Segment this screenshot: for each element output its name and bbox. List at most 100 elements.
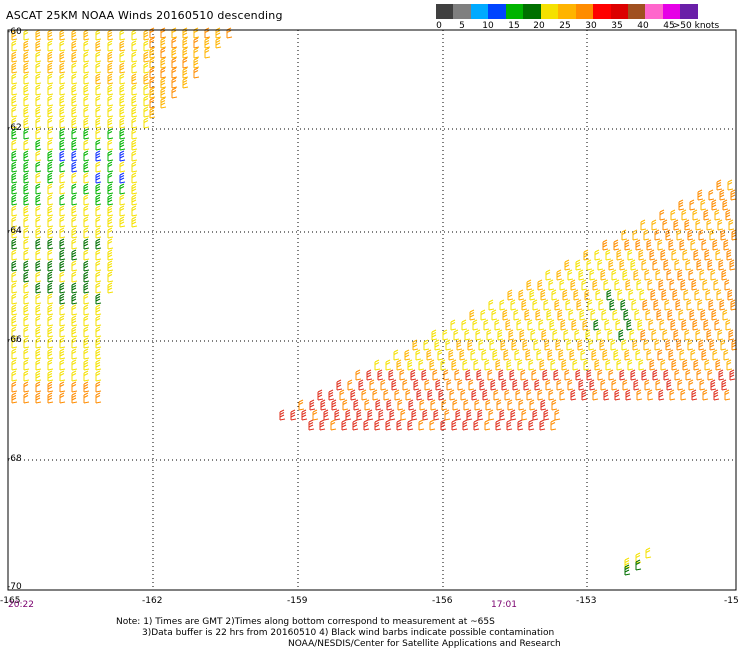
wind-barb [460,389,467,401]
wind-barb [143,84,150,96]
wind-barb [358,379,365,391]
wind-barb [499,299,506,311]
wind-barb [71,84,78,96]
wind-barb [671,249,678,261]
wind-barb [621,339,628,351]
lat-lon-grid [8,30,736,588]
wind-barb [549,319,556,331]
wind-barb [95,29,102,41]
wind-barb [59,216,66,228]
wind-barb [107,62,114,74]
wind-barb [119,95,126,107]
wind-barb [319,419,326,431]
wind-barb [662,219,669,231]
wind-barb [35,95,42,107]
wind-barb [171,47,178,59]
wind-barb [551,399,558,411]
wind-barb [11,337,18,349]
wind-barb [651,219,658,231]
wind-barb [95,337,102,349]
wind-barb [107,238,114,250]
wind-barb [553,369,560,381]
wind-barb [634,309,641,321]
wind-barb [107,161,114,173]
wind-barb [35,128,42,140]
legend-swatch [680,4,698,19]
wind-barb [668,349,675,361]
wind-barb [35,304,42,316]
wind-barb [496,399,503,411]
swath-time-left: 20:22 [8,600,34,610]
wind-barb [410,369,417,381]
wind-barb [59,150,66,162]
wind-barb [83,381,90,393]
legend-label-0: 0 [436,21,442,31]
wind-barb [556,379,563,391]
wind-barb [356,409,363,421]
wind-barb [95,139,102,151]
wind-barb [47,392,54,404]
wind-barb [594,249,601,261]
wind-barb [83,40,90,52]
wind-barb [611,379,618,391]
wind-barb [342,399,349,411]
wind-barb [722,199,729,211]
wind-barb [599,339,606,351]
wind-barb [558,349,565,361]
wind-barb [473,359,480,371]
wind-barb [107,216,114,228]
wind-barb [59,40,66,52]
lon-label-150: -15 [724,596,739,606]
wind-barb [506,419,513,431]
wind-barb [59,359,66,371]
wind-barb [160,97,167,109]
wind-barb [35,337,42,349]
wind-barb [71,183,78,195]
wind-barb [424,379,431,391]
wind-barb [35,62,42,74]
wind-barb [475,329,482,341]
wind-barb [378,409,385,421]
wind-barb [149,57,156,69]
wind-barb [418,359,425,371]
wind-barb [495,419,502,431]
wind-barb [35,227,42,239]
wind-barb [595,289,602,301]
wind-barb [422,409,429,421]
wind-barb [11,183,18,195]
wind-barb [589,269,596,281]
wind-barb [492,349,499,361]
wind-barb [204,37,211,49]
wind-barb [630,259,637,271]
wind-barb [83,249,90,261]
wind-barb [95,183,102,195]
wind-barb [83,161,90,173]
wind-barb [47,249,54,261]
wind-barb [83,271,90,283]
wind-barb [23,348,30,360]
wind-barb [23,315,30,327]
legend-swatch [505,4,524,19]
wind-barb [23,84,30,96]
wind-barb [635,239,642,251]
wind-barb [658,389,665,401]
wind-barb [35,293,42,305]
wind-barb [552,329,559,341]
wind-barb [474,399,481,411]
wind-barb [651,329,658,341]
wind-barb [696,369,703,381]
wind-barb [411,409,418,421]
wind-barb [660,359,667,371]
wind-barb [527,319,534,331]
wind-barb [35,348,42,360]
wind-barb [59,106,66,118]
wind-barb [11,95,18,107]
legend-swatch [593,4,611,19]
wind-barb [47,62,54,74]
wind-barb [679,349,686,361]
wind-barb [648,319,655,331]
wind-barb [71,205,78,217]
wind-barb [131,84,138,96]
wind-barb [71,337,78,349]
wind-barb [95,381,102,393]
